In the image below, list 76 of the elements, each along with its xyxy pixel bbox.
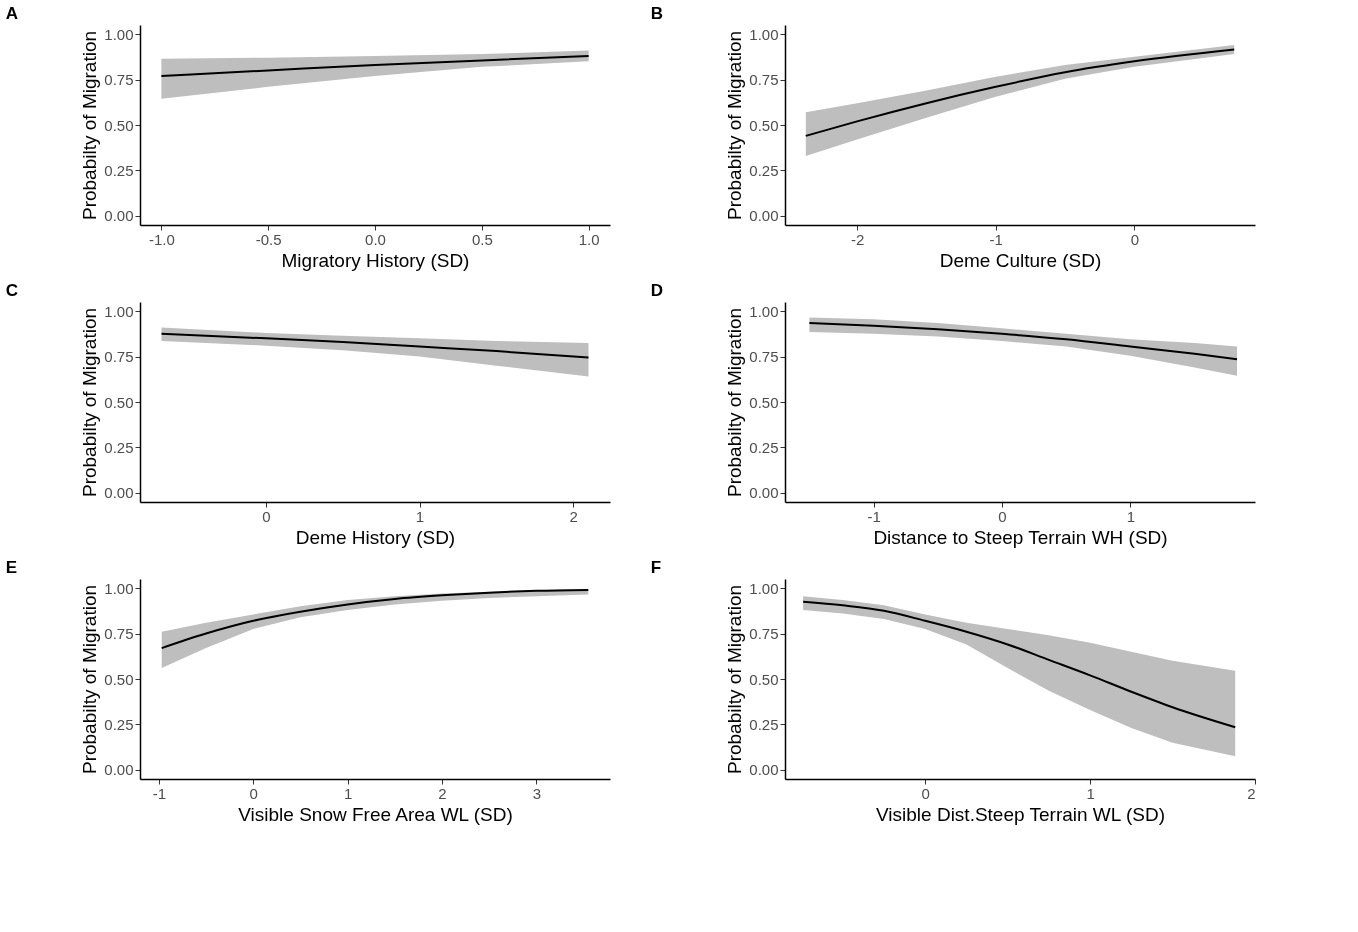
x-axis-title: Visible Snow Free Area WL (SD)	[238, 803, 513, 825]
y-tick-label: 0.75	[749, 348, 779, 366]
y-tick-label: 0.25	[104, 161, 134, 179]
x-tick-label: 2	[569, 507, 578, 525]
y-tick-label: 1.00	[749, 579, 779, 597]
line-series	[160, 54, 590, 77]
x-tick-label: 1	[343, 784, 353, 802]
x-tick-label: -1	[867, 507, 881, 525]
y-tick-label: 0.75	[749, 625, 779, 643]
y-axis-title: Probabilty of Migration	[79, 584, 101, 775]
line-series	[808, 321, 1239, 361]
y-tick-label: 0.75	[749, 71, 779, 89]
y-axis-title: Probabilty of Migration	[79, 307, 101, 498]
line-series	[160, 332, 590, 359]
x-tick-label: 0	[262, 507, 271, 525]
x-tick-label: 1	[1126, 507, 1136, 525]
chart-title: C	[5, 281, 19, 300]
x-tick-label: -2	[850, 230, 865, 248]
y-tick-label: 0.00	[749, 484, 779, 502]
x-tick-label: 0.5	[471, 230, 493, 248]
line-series	[160, 588, 590, 650]
y-axis-title: Probabilty of Migration	[724, 30, 746, 221]
y-tick-label: 0.25	[749, 438, 779, 456]
x-tick-label: -1	[989, 230, 1003, 248]
line-series	[802, 600, 1237, 729]
y-tick-label: 1.00	[749, 302, 779, 320]
y-tick-label: 0.00	[749, 207, 779, 225]
y-tick-label: 1.00	[104, 25, 134, 43]
chart-title: D	[650, 281, 664, 300]
y-tick-label: 0.50	[104, 393, 134, 411]
x-tick-label: 0	[998, 507, 1007, 525]
y-tick-label: 0.50	[749, 393, 779, 411]
y-tick-label: 0.75	[104, 71, 134, 89]
chart-title: F	[650, 558, 662, 577]
x-axis-title: Migratory History (SD)	[281, 249, 470, 271]
y-tick-label: 0.00	[749, 761, 779, 779]
x-axis-title: Visible Dist.Steep Terrain WL (SD)	[876, 803, 1165, 825]
y-tick-label: 0.50	[749, 116, 779, 134]
x-tick-label: 0	[1130, 230, 1140, 248]
chart-title: B	[650, 4, 664, 23]
y-tick-label: 0.25	[104, 438, 134, 456]
y-tick-label: 1.00	[104, 302, 134, 320]
y-tick-label: 1.00	[749, 25, 779, 43]
y-tick-label: 0.50	[749, 670, 779, 688]
y-tick-label: 0.25	[104, 715, 134, 733]
y-axis-title: Probabilty of Migration	[724, 307, 746, 498]
x-tick-label: 0.0	[365, 230, 386, 248]
x-tick-label: 1	[1086, 784, 1095, 802]
x-tick-label: 0	[921, 784, 930, 802]
x-tick-label: -0.5	[255, 230, 282, 248]
x-axis-title: Deme Culture (SD)	[939, 249, 1102, 271]
y-tick-label: 0.75	[104, 625, 134, 643]
chart-title: A	[5, 4, 19, 23]
line-series	[804, 48, 1236, 137]
y-tick-label: 0.25	[749, 715, 779, 733]
chart-title: E	[5, 558, 18, 577]
x-tick-label: 3	[532, 784, 542, 802]
x-tick-label: 2	[438, 784, 447, 802]
y-tick-label: 0.00	[104, 484, 134, 502]
x-tick-label: 2	[1247, 784, 1256, 802]
x-tick-label: -1.0	[148, 230, 175, 248]
x-tick-label: 1.0	[578, 230, 600, 248]
x-tick-label: 0	[249, 784, 258, 802]
y-tick-label: 0.00	[104, 761, 134, 779]
y-tick-label: 1.00	[104, 579, 134, 597]
y-tick-label: 0.00	[104, 207, 134, 225]
y-axis-title: Probabilty of Migration	[79, 30, 101, 221]
y-axis-title: Probabilty of Migration	[724, 584, 746, 775]
x-tick-label: 1	[415, 507, 425, 525]
y-tick-label: 0.75	[104, 348, 134, 366]
y-tick-label: 0.50	[104, 116, 134, 134]
y-tick-label: 0.25	[749, 161, 779, 179]
x-axis-title: Deme History (SD)	[295, 526, 456, 548]
x-axis-title: Distance to Steep Terrain WH (SD)	[873, 526, 1168, 548]
x-tick-label: -1	[152, 784, 167, 802]
y-tick-label: 0.50	[104, 670, 134, 688]
